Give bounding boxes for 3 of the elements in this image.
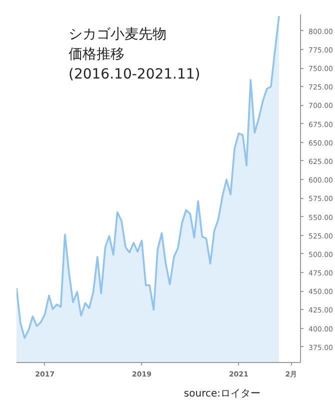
source-note: source:ロイター	[184, 388, 260, 400]
text: シカゴ小麦先物価格推移	[68, 26, 166, 62]
text: (2016.10-2021.11)	[68, 66, 200, 82]
